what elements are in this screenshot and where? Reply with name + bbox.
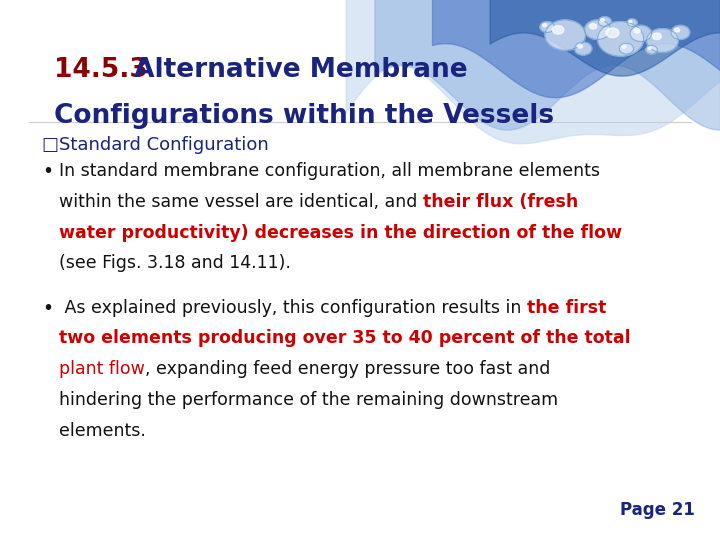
- Circle shape: [543, 24, 546, 26]
- Text: , expanding feed energy pressure too fast and: , expanding feed energy pressure too fas…: [145, 360, 550, 378]
- Circle shape: [627, 19, 637, 26]
- Text: within the same vessel are identical, and: within the same vessel are identical, an…: [59, 193, 423, 211]
- Text: hindering the performance of the remaining downstream: hindering the performance of the remaini…: [59, 391, 558, 409]
- Circle shape: [590, 24, 597, 29]
- Circle shape: [671, 25, 690, 39]
- Circle shape: [600, 18, 604, 21]
- Circle shape: [598, 17, 611, 26]
- Circle shape: [598, 22, 644, 56]
- Circle shape: [652, 33, 661, 39]
- Circle shape: [648, 47, 651, 49]
- Text: elements.: elements.: [59, 422, 146, 440]
- Circle shape: [646, 45, 657, 54]
- Text: two elements producing over 35 to 40 percent of the total: two elements producing over 35 to 40 per…: [59, 329, 631, 347]
- Circle shape: [606, 28, 619, 38]
- Text: As explained previously, this configuration results in: As explained previously, this configurat…: [59, 299, 527, 316]
- Text: 14.5.3: 14.5.3: [54, 57, 148, 83]
- Text: the first: the first: [527, 299, 606, 316]
- Circle shape: [575, 42, 592, 55]
- Circle shape: [552, 25, 564, 34]
- Circle shape: [585, 20, 611, 39]
- Text: Page 21: Page 21: [620, 502, 695, 519]
- Circle shape: [634, 29, 640, 33]
- Circle shape: [630, 25, 652, 42]
- Text: •: •: [42, 162, 53, 181]
- Text: Alternative Membrane: Alternative Membrane: [125, 57, 467, 83]
- Circle shape: [647, 29, 678, 52]
- Circle shape: [545, 20, 585, 50]
- Text: their flux (fresh: their flux (fresh: [423, 193, 578, 211]
- Text: water productivity) decreases in the direction of the flow: water productivity) decreases in the dir…: [59, 224, 622, 241]
- Text: □: □: [42, 136, 59, 154]
- Circle shape: [675, 28, 680, 32]
- Text: •: •: [42, 299, 53, 318]
- Text: In standard membrane configuration, all membrane elements: In standard membrane configuration, all …: [59, 162, 600, 180]
- Circle shape: [577, 44, 582, 48]
- Circle shape: [619, 43, 634, 54]
- Text: Standard Configuration: Standard Configuration: [59, 136, 269, 154]
- Text: plant flow: plant flow: [59, 360, 145, 378]
- Text: (see Figs. 3.18 and 14.11).: (see Figs. 3.18 and 14.11).: [59, 254, 291, 272]
- Text: Configurations within the Vessels: Configurations within the Vessels: [54, 103, 554, 129]
- Circle shape: [629, 21, 632, 23]
- Circle shape: [540, 22, 554, 32]
- Circle shape: [622, 45, 626, 48]
